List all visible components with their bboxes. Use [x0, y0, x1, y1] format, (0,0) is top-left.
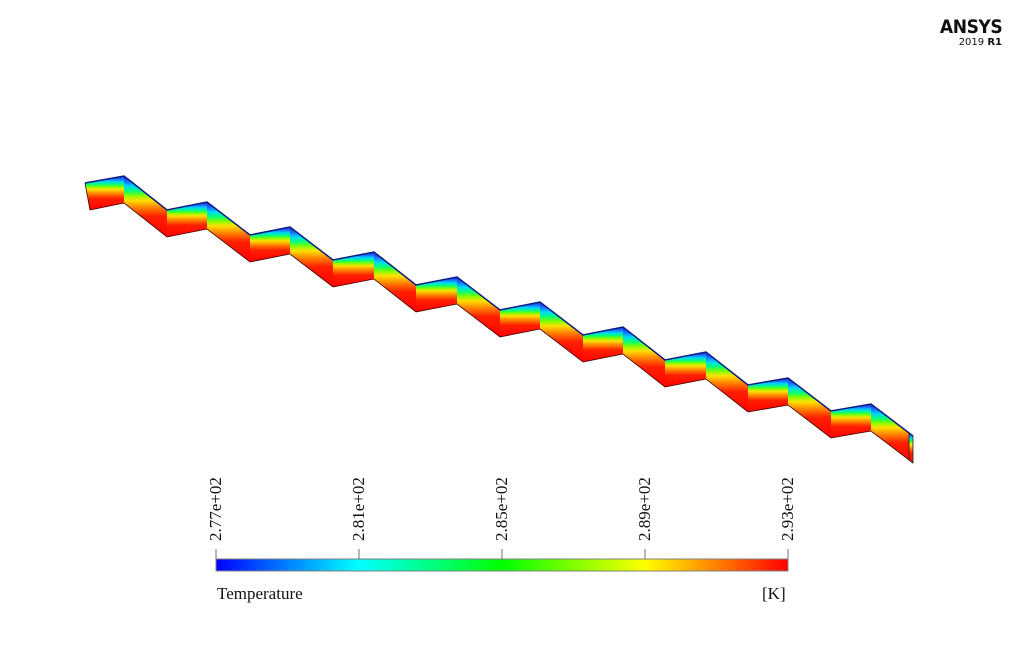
channel-segment [540, 302, 583, 362]
legend-tick-label: 2.93e+02 [778, 477, 798, 541]
channel-segment [871, 404, 913, 463]
legend-unit: [K] [762, 584, 786, 604]
legend-tick-label: 2.85e+02 [492, 477, 512, 541]
channel-outlet-face [909, 433, 913, 463]
channel-segment [788, 378, 831, 438]
graphics-viewport[interactable] [0, 0, 1020, 664]
channel-segment [290, 227, 333, 287]
channel-segment [623, 327, 665, 387]
channel-segment [457, 277, 500, 337]
channel-segment [500, 302, 540, 337]
legend-tick-label: 2.89e+02 [635, 477, 655, 541]
channel-segment [207, 202, 250, 262]
colormap-bar [216, 559, 788, 571]
channel-segment [85, 176, 124, 210]
channel-segment [124, 176, 167, 237]
channel-segment [333, 252, 374, 287]
channel-segment [831, 404, 871, 438]
channel-segment [706, 352, 748, 412]
legend-title: Temperature [217, 584, 303, 604]
channel-segment [665, 352, 706, 387]
channel-segment [748, 378, 788, 412]
channel-segment [167, 202, 207, 237]
color-legend-bar [216, 549, 788, 571]
legend-tick-label: 2.81e+02 [349, 477, 369, 541]
temperature-contour-channel [85, 176, 913, 463]
channel-segment [416, 277, 457, 312]
channel-segment [374, 252, 416, 312]
legend-tick-label: 2.77e+02 [206, 477, 226, 541]
channel-segment [250, 227, 290, 262]
channel-segment [583, 327, 623, 362]
